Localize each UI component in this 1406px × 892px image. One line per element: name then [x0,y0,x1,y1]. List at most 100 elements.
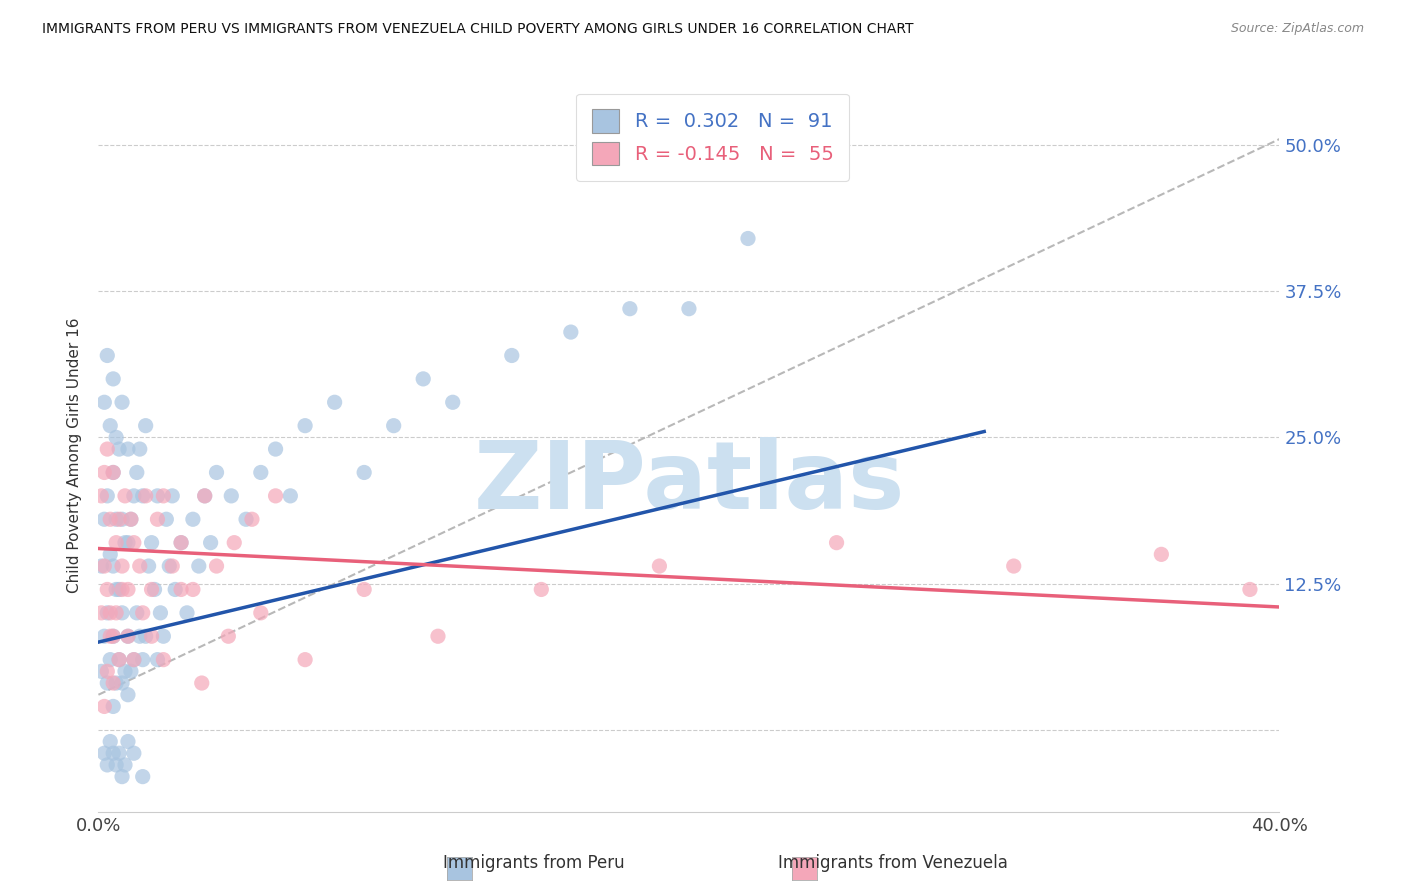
Point [278,489,302,503]
Point [98,629,121,643]
Legend: R =  0.302   N =  91, R = -0.145   N =  55: R = 0.302 N = 91, R = -0.145 N = 55 [576,94,849,181]
Text: ZIPatlas: ZIPatlas [474,437,904,530]
Point [117,442,139,456]
Point [264,489,287,503]
Point [108,582,131,597]
Point [132,770,155,784]
Point [194,489,217,503]
Point [93,559,115,574]
Point [141,535,163,549]
Point [125,466,148,480]
Point [114,489,136,503]
Point [141,629,163,643]
Point [200,535,222,549]
Point [152,629,174,643]
Point [103,629,125,643]
Point [146,512,169,526]
Point [117,582,139,597]
Text: Source: ZipAtlas.com: Source: ZipAtlas.com [1230,22,1364,36]
Point [96,665,118,679]
Point [103,676,125,690]
Point [111,606,134,620]
Point [1150,547,1173,561]
Point [146,489,169,503]
Point [162,559,183,574]
Point [90,559,112,574]
Point [737,231,759,245]
Point [132,489,155,503]
Point [122,653,145,667]
Point [132,606,155,620]
Point [135,489,157,503]
Point [382,418,405,433]
Point [111,770,134,784]
Point [105,430,128,444]
Point [103,559,125,574]
Point [146,653,169,667]
Point [103,372,125,386]
Text: IMMIGRANTS FROM PERU VS IMMIGRANTS FROM VENEZUELA CHILD POVERTY AMONG GIRLS UNDE: IMMIGRANTS FROM PERU VS IMMIGRANTS FROM … [42,22,914,37]
Point [152,653,174,667]
Point [128,559,150,574]
Point [120,512,142,526]
Point [155,512,177,526]
Point [323,395,346,409]
Point [98,547,121,561]
Point [530,582,553,597]
Point [96,442,118,456]
Point [90,489,112,503]
Point [250,606,273,620]
Point [219,489,242,503]
Point [90,665,112,679]
Point [149,606,172,620]
Point [648,559,671,574]
Point [224,535,246,549]
Point [103,466,125,480]
Point [294,653,316,667]
Point [96,582,118,597]
Point [1239,582,1261,597]
Point [108,442,131,456]
Point [117,535,139,549]
Point [105,676,128,690]
Point [96,489,118,503]
Point [111,512,134,526]
Point [111,559,134,574]
Point [98,418,121,433]
Point [98,606,121,620]
Point [98,512,121,526]
Point [108,653,131,667]
Point [205,559,228,574]
Point [205,466,228,480]
Point [122,535,145,549]
Point [103,699,125,714]
Text: Immigrants from Peru: Immigrants from Peru [443,855,626,872]
Point [105,535,128,549]
Point [264,442,287,456]
Point [170,535,193,549]
Point [132,653,155,667]
Point [117,629,139,643]
Point [560,325,582,339]
Point [157,559,180,574]
Point [103,466,125,480]
Point [176,606,198,620]
Point [619,301,641,316]
Point [111,676,134,690]
Point [96,758,118,772]
Point [111,395,134,409]
Point [108,746,131,760]
Point [170,582,193,597]
Point [191,676,214,690]
Point [108,653,131,667]
Point [103,629,125,643]
Point [353,466,375,480]
Point [114,665,136,679]
Point [105,758,128,772]
Point [135,418,157,433]
Point [152,489,174,503]
Point [141,582,163,597]
Point [96,349,118,363]
Point [250,466,273,480]
Point [162,489,183,503]
